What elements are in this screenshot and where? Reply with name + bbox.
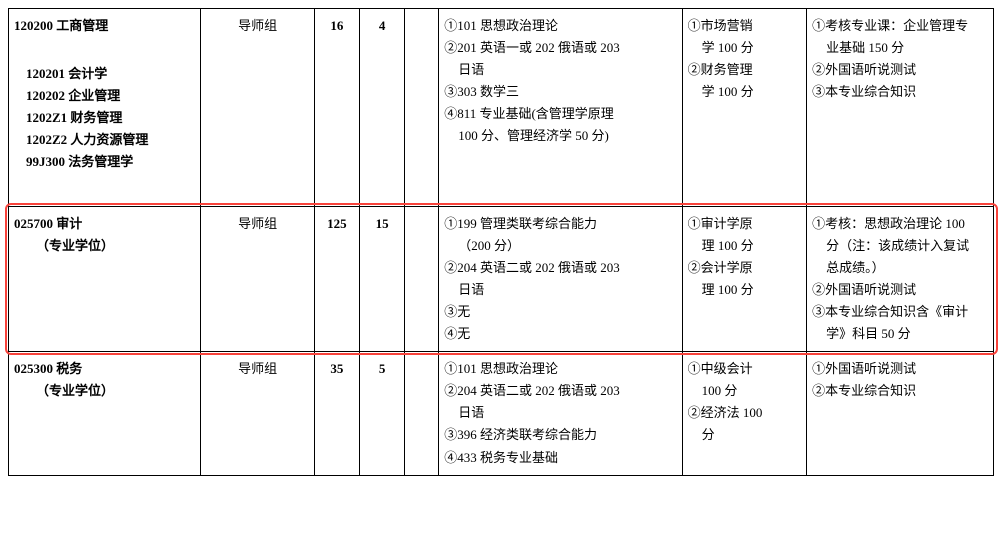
table-row-highlighted: 025700 审计 （专业学位） 导师组 125 15 ①199 管理类联考综合… <box>9 206 994 352</box>
sub-major: 120202 企业管理 <box>26 85 195 107</box>
cell-empty <box>405 206 439 352</box>
exam-line: ①101 思想政治理论 <box>444 15 676 37</box>
cell-advisor: 导师组 <box>201 9 314 207</box>
exam-line: ②204 英语二或 202 俄语或 203日语 <box>444 380 676 424</box>
spacer <box>14 174 195 200</box>
retest-line: ①市场营销学 100 分 <box>688 15 802 59</box>
cell-quota1: 35 <box>314 352 359 475</box>
major-code: 025700 <box>14 216 53 231</box>
cell-retest: ①中级会计100 分 ②经济法 100分 <box>682 352 807 475</box>
exam-line: ④811 专业基础(含管理学原理100 分、管理经济学 50 分) <box>444 103 676 147</box>
table-row: 120200 工商管理 120201 会计学 120202 企业管理 1202Z… <box>9 9 994 207</box>
sub-major: 99J300 法务管理学 <box>26 151 195 173</box>
major-code-name: 025700 审计 <box>14 216 82 231</box>
major-note: （专业学位） <box>14 380 195 402</box>
major-code: 120200 <box>14 18 53 33</box>
cell-exam: ①101 思想政治理论 ②201 英语一或 202 俄语或 203日语 ③303… <box>439 9 682 207</box>
cell-empty <box>405 352 439 475</box>
retest-line: ②财务管理学 100 分 <box>688 59 802 103</box>
cell-major: 120200 工商管理 120201 会计学 120202 企业管理 1202Z… <box>9 9 201 207</box>
enrollment-table: 120200 工商管理 120201 会计学 120202 企业管理 1202Z… <box>8 8 994 476</box>
spacer <box>14 37 195 63</box>
cell-assess: ①考核专业课：企业管理专业基础 150 分 ②外国语听说测试 ③本专业综合知识 <box>807 9 994 207</box>
exam-line: ③303 数学三 <box>444 81 676 103</box>
cell-quota2: 4 <box>359 9 404 207</box>
major-code-name: 025300 税务 <box>14 361 82 376</box>
enrollment-table-wrapper: 120200 工商管理 120201 会计学 120202 企业管理 1202Z… <box>8 8 994 476</box>
assess-line: ②外国语听说测试 <box>812 59 988 81</box>
cell-quota1: 125 <box>314 206 359 352</box>
cell-exam: ①199 管理类联考综合能力（200 分） ②204 英语二或 202 俄语或 … <box>439 206 682 352</box>
exam-line: ④433 税务专业基础 <box>444 447 676 469</box>
cell-advisor: 导师组 <box>201 206 314 352</box>
sub-major: 1202Z1 财务管理 <box>26 107 195 129</box>
table-row: 025300 税务 （专业学位） 导师组 35 5 ①101 思想政治理论 ②2… <box>9 352 994 475</box>
exam-line: ③无 <box>444 301 676 323</box>
cell-assess: ①考核：思想政治理论 100分（注：该成绩计入复试总成绩。） ②外国语听说测试 … <box>807 206 994 352</box>
exam-line: ④无 <box>444 323 676 345</box>
major-name: 审计 <box>56 216 82 231</box>
cell-major: 025300 税务 （专业学位） <box>9 352 201 475</box>
exam-line: ①101 思想政治理论 <box>444 358 676 380</box>
major-note: （专业学位） <box>14 235 195 257</box>
exam-line: ①199 管理类联考综合能力（200 分） <box>444 213 676 257</box>
assess-line: ③本专业综合知识 <box>812 81 988 103</box>
table-body: 120200 工商管理 120201 会计学 120202 企业管理 1202Z… <box>9 9 994 476</box>
retest-line: ①审计学原理 100 分 <box>688 213 802 257</box>
exam-line: ②201 英语一或 202 俄语或 203日语 <box>444 37 676 81</box>
cell-advisor: 导师组 <box>201 352 314 475</box>
assess-line: ①外国语听说测试 <box>812 358 988 380</box>
cell-retest: ①市场营销学 100 分 ②财务管理学 100 分 <box>682 9 807 207</box>
major-code-name: 120200 工商管理 <box>14 18 108 33</box>
cell-exam: ①101 思想政治理论 ②204 英语二或 202 俄语或 203日语 ③396… <box>439 352 682 475</box>
cell-quota2: 5 <box>359 352 404 475</box>
exam-line: ②204 英语二或 202 俄语或 203日语 <box>444 257 676 301</box>
assess-line: ②外国语听说测试 <box>812 279 988 301</box>
major-name: 工商管理 <box>56 18 108 33</box>
cell-retest: ①审计学原理 100 分 ②会计学原理 100 分 <box>682 206 807 352</box>
retest-line: ②经济法 100分 <box>688 402 802 446</box>
cell-empty <box>405 9 439 207</box>
assess-line: ①考核专业课：企业管理专业基础 150 分 <box>812 15 988 59</box>
sub-major: 1202Z2 人力资源管理 <box>26 129 195 151</box>
exam-line: ③396 经济类联考综合能力 <box>444 424 676 446</box>
retest-line: ①中级会计100 分 <box>688 358 802 402</box>
assess-line: ③本专业综合知识含《审计学》科目 50 分 <box>812 301 988 345</box>
retest-line: ②会计学原理 100 分 <box>688 257 802 301</box>
assess-line: ②本专业综合知识 <box>812 380 988 402</box>
cell-assess: ①外国语听说测试 ②本专业综合知识 <box>807 352 994 475</box>
sub-major: 120201 会计学 <box>26 63 195 85</box>
assess-line: ①考核：思想政治理论 100分（注：该成绩计入复试总成绩。） <box>812 213 988 279</box>
major-code: 025300 <box>14 361 53 376</box>
major-name: 税务 <box>56 361 82 376</box>
cell-quota2: 15 <box>359 206 404 352</box>
cell-quota1: 16 <box>314 9 359 207</box>
cell-major: 025700 审计 （专业学位） <box>9 206 201 352</box>
